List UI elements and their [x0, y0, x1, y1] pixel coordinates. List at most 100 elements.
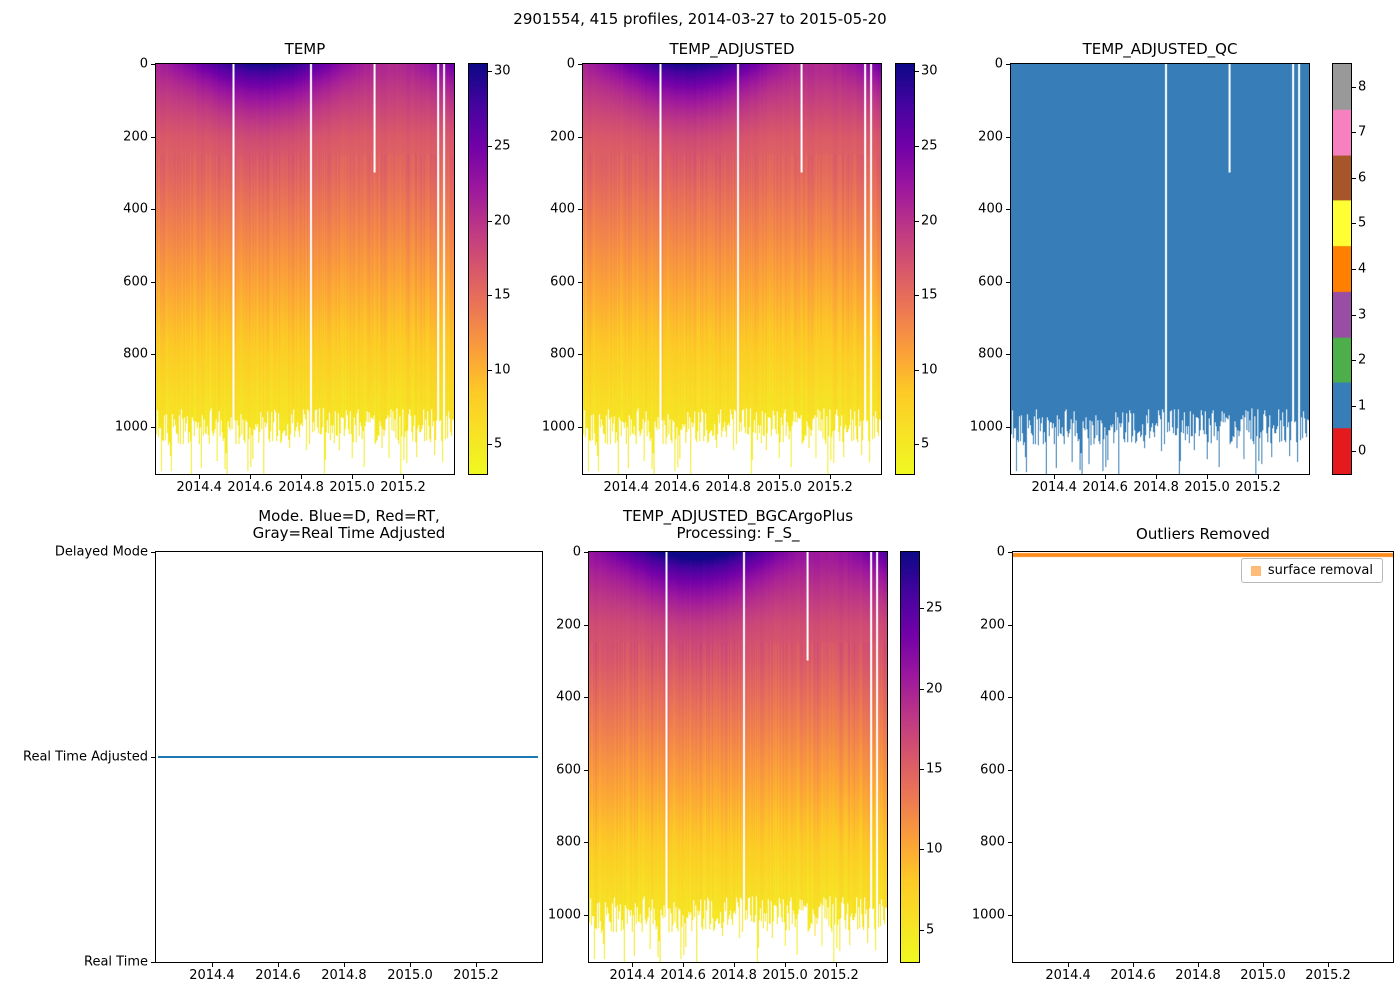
tick-label-right: 0	[1358, 443, 1367, 459]
temp-adjusted-colorbar: 30 25 20 15 10 5	[895, 63, 938, 475]
tick-label-bottom: 2015.0	[756, 480, 802, 495]
tick-label-left: 0	[994, 56, 1003, 72]
tick-mark-bottom	[1156, 475, 1158, 479]
tick-mark-bottom	[403, 475, 405, 479]
tick-label-left: 0	[566, 56, 575, 72]
tick-label-left: Real Time	[84, 954, 148, 970]
tick-label-left: 600	[550, 274, 575, 290]
tick-label-left: 0	[139, 56, 148, 72]
tick-mark-right	[920, 849, 924, 851]
temp-adjusted-colorbar-gradient	[896, 64, 914, 474]
mode-title-line2: Gray=Real Time Adjusted	[252, 524, 446, 542]
tick-mark-left	[151, 426, 155, 428]
tick-label-right: 25	[921, 138, 938, 154]
tick-mark-left	[1008, 769, 1012, 771]
tick-mark-right	[915, 71, 919, 73]
tick-mark-right	[1352, 223, 1356, 225]
outliers-scatter-image	[1013, 552, 1393, 962]
bgc-title-line2: Processing: F_S_	[676, 524, 800, 542]
tick-mark-right	[488, 146, 492, 147]
tick-label-left: 800	[123, 346, 148, 362]
tick-label-right: 10	[494, 362, 511, 378]
tick-label-left: 0	[996, 544, 1005, 560]
tick-label-bottom: 2014.6	[1110, 968, 1156, 983]
tick-label-left: 800	[978, 346, 1003, 362]
temp-colorbar: 30 25 20 15 10 5	[468, 63, 511, 475]
bgc-heatmap-image	[589, 552, 887, 962]
tick-label-bottom: 2014.8	[1175, 968, 1221, 983]
tick-mark-bottom	[250, 475, 252, 479]
bgc-colorbar: 25 20 15 10 5	[900, 551, 943, 963]
tick-mark-left	[151, 354, 155, 356]
tick-mark-bottom	[734, 963, 736, 967]
tick-label-bottom: 2014.8	[1133, 480, 1179, 495]
tick-mark-left	[1006, 136, 1010, 138]
tick-label-left: Real Time Adjusted	[23, 749, 148, 765]
tick-label-left: 1000	[971, 907, 1005, 923]
tick-label-right: 25	[494, 138, 511, 154]
tick-label-bottom: 2015.2	[1235, 480, 1281, 495]
tick-mark-bottom	[352, 475, 354, 479]
tick-mark-left	[1008, 697, 1012, 699]
panel-title-temp-adjusted: TEMP_ADJUSTED	[669, 40, 795, 58]
tick-label-left: Delayed Mode	[54, 544, 148, 560]
tick-mark-bottom	[683, 963, 685, 967]
tick-mark-right	[488, 220, 492, 222]
tick-mark-right	[1352, 177, 1356, 179]
panel-title-outliers: Outliers Removed	[1136, 525, 1270, 543]
tick-mark-right	[1352, 405, 1356, 407]
tick-mark-right	[920, 929, 924, 931]
tick-label-right: 5	[494, 436, 503, 452]
tick-label-right: 3	[1358, 307, 1367, 323]
tick-mark-left	[578, 136, 582, 138]
tick-label-left: 400	[556, 689, 581, 705]
tick-mark-right	[920, 688, 924, 690]
tick-mark-right	[1352, 86, 1356, 88]
tick-label-bottom: 2014.4	[603, 480, 649, 495]
tick-label-left: 400	[550, 201, 575, 217]
legend-marker-square-icon	[1250, 565, 1261, 576]
tick-label-left: 600	[556, 762, 581, 778]
tick-label-left: 1000	[969, 419, 1003, 435]
tick-label-right: 25	[926, 600, 943, 616]
tick-mark-right	[920, 608, 924, 610]
tick-label-right: 5	[926, 922, 935, 938]
tick-label-right: 7	[1358, 124, 1367, 140]
tick-mark-right	[915, 146, 919, 147]
tick-label-bottom: 2015.0	[329, 480, 375, 495]
tick-mark-left	[1008, 552, 1012, 553]
legend-label: surface removal	[1267, 563, 1373, 578]
tick-mark-bottom	[277, 963, 279, 967]
tick-label-left: 200	[978, 129, 1003, 145]
tick-label-bottom: 2014.6	[255, 968, 301, 983]
tick-mark-right	[1352, 269, 1356, 270]
temp-heatmap-axes: 2014.4 2014.6 2014.8 2015.0 2015.2 0 200 400 600…	[115, 57, 455, 495]
tick-mark-left	[584, 769, 588, 771]
tick-label-right: 20	[926, 681, 943, 697]
tick-label-left: 800	[550, 346, 575, 362]
tick-mark-bottom	[779, 475, 781, 479]
tick-label-bottom: 2015.2	[807, 480, 853, 495]
temp-colorbar-gradient	[469, 64, 487, 474]
tick-label-bottom: 2015.2	[1305, 968, 1351, 983]
qc-heatmap-image	[1011, 64, 1309, 474]
tick-label-bottom: 2014.6	[660, 968, 706, 983]
tick-mark-bottom	[1328, 963, 1330, 967]
tick-mark-right	[1352, 451, 1356, 453]
tick-label-right: 5	[1358, 215, 1367, 231]
tick-mark-bottom	[632, 963, 634, 967]
tick-label-bottom: 2014.8	[278, 480, 324, 495]
tick-mark-left	[584, 552, 588, 553]
panel-title-temp-adjusted-qc: TEMP_ADJUSTED_QC	[1082, 40, 1238, 58]
tick-mark-right	[915, 444, 919, 446]
panel-title-bgc: TEMP_ADJUSTED_BGCArgoPlus Processing: F_…	[588, 508, 888, 542]
tick-mark-left	[584, 697, 588, 699]
tick-mark-left	[578, 209, 582, 211]
tick-label-left: 400	[980, 689, 1005, 705]
tick-mark-bottom	[1198, 963, 1200, 967]
tick-mark-right	[488, 71, 492, 73]
panel-title-mode: Mode. Blue=D, Red=RT, Gray=Real Time Adj…	[155, 508, 543, 542]
tick-label-right: 20	[921, 213, 938, 229]
tick-label-left: 1000	[547, 907, 581, 923]
